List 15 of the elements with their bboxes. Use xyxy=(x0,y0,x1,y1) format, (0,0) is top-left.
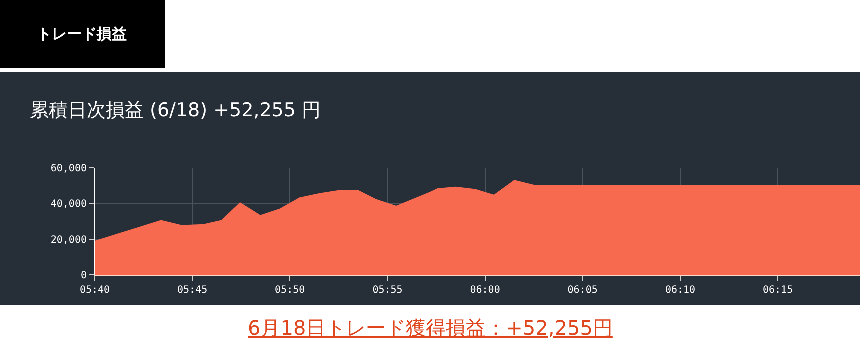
y-tick-label: 0 xyxy=(80,270,87,282)
y-tick-label: 60,000 xyxy=(50,164,87,174)
x-tick-label: 05:40 xyxy=(80,285,110,296)
x-tick-label: 06:10 xyxy=(665,285,696,296)
x-tick-label: 06:00 xyxy=(470,285,500,296)
y-tick-label: 20,000 xyxy=(50,234,87,246)
x-tick-label: 05:45 xyxy=(177,285,208,296)
x-tick-label: 05:55 xyxy=(372,285,403,296)
text: 6月18日トレード獲得損益：+52,255円 xyxy=(248,316,613,340)
x-tick-label: 06:05 xyxy=(568,285,598,296)
text: トレード損益 xyxy=(37,25,127,43)
x-tick-label: 05:50 xyxy=(275,285,306,296)
chart-title: 累積日次損益 (6/18) +52,255 円 xyxy=(30,100,322,122)
y-tick-label: 40,000 xyxy=(50,199,87,210)
x-tick-label: 06:15 xyxy=(762,285,794,296)
